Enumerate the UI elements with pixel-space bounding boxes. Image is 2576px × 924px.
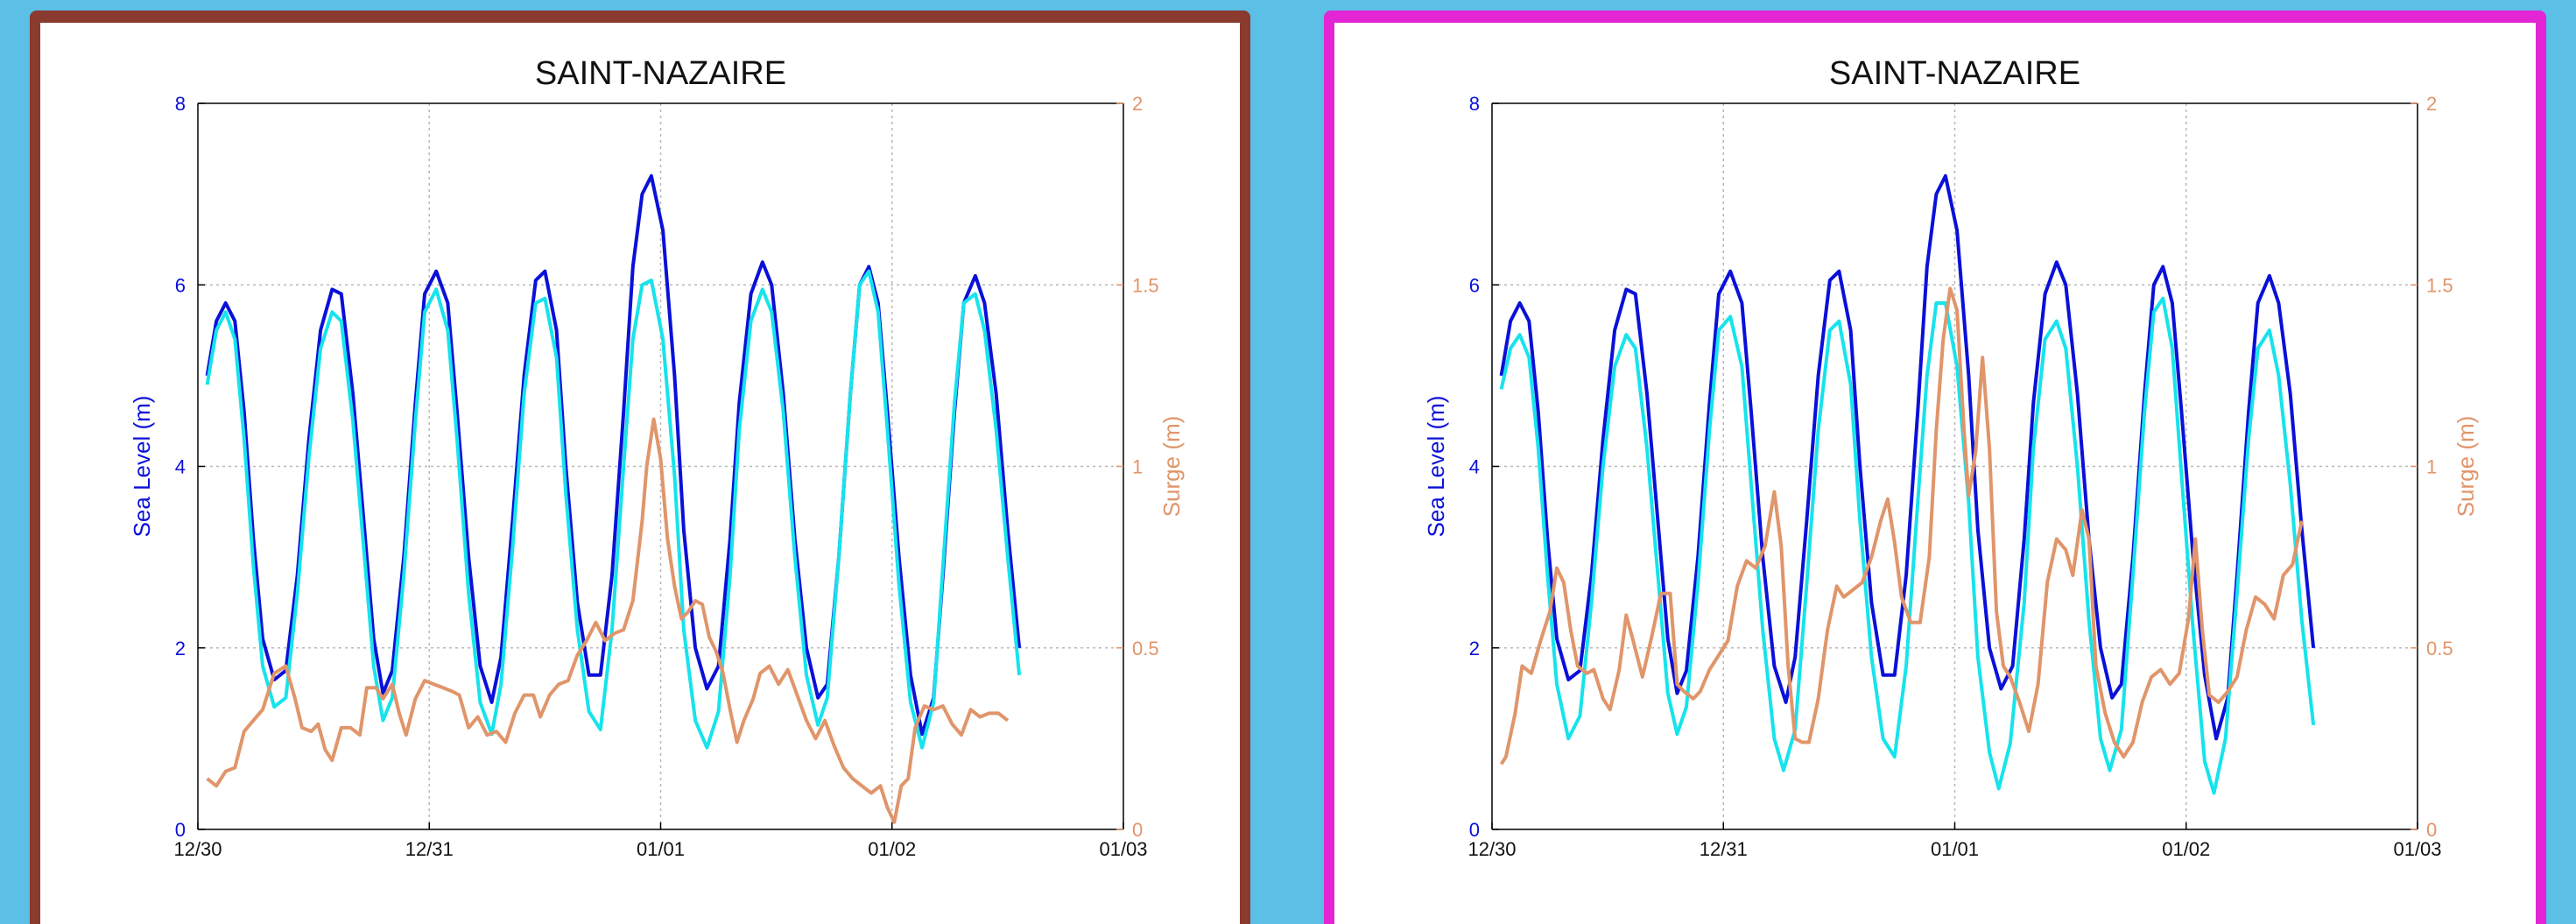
y2-axis-label: Surge (m) — [1158, 416, 1185, 518]
x-tick-label: 12/31 — [405, 838, 454, 860]
y2-tick-label: 2 — [2426, 93, 2437, 115]
sea-level-series-line-light — [205, 269, 1022, 750]
sea-level-series-line-dark — [205, 173, 1022, 737]
sea-level-series-line-light — [1499, 296, 2316, 795]
chart-title: SAINT-NAZAIRE — [1829, 55, 2080, 92]
y2-tick-label: 2 — [1132, 93, 1143, 115]
y2-tick-label: 1 — [2426, 456, 2437, 478]
x-tick-label: 12/31 — [1700, 838, 1748, 860]
y2-tick-label: 1 — [1132, 456, 1143, 478]
y-tick-label: 8 — [175, 93, 186, 115]
y-tick-label: 6 — [1469, 274, 1480, 296]
x-tick-label: 12/30 — [1467, 838, 1516, 860]
y-tick-label: 6 — [175, 274, 186, 296]
y-tick-label: 2 — [175, 638, 186, 659]
y-tick-label: 0 — [1469, 819, 1480, 841]
y2-tick-label: 1.5 — [1132, 274, 1159, 296]
x-tick-label: 01/03 — [2393, 838, 2441, 860]
y-axis-label: Sea Level (m) — [1423, 396, 1449, 538]
y-axis-label: Sea Level (m) — [129, 396, 155, 538]
y2-tick-label: 0 — [1132, 819, 1143, 841]
x-tick-label: 01/01 — [637, 838, 685, 860]
y2-tick-label: 0.5 — [2426, 638, 2453, 659]
y-tick-label: 8 — [1469, 93, 1480, 115]
y2-tick-label: 0.5 — [1132, 638, 1159, 659]
y2-tick-label: 0 — [2426, 819, 2437, 841]
x-tick-label: 01/02 — [2162, 838, 2210, 860]
x-tick-label: 01/02 — [868, 838, 916, 860]
surge-series-line — [1499, 286, 2304, 765]
y-tick-label: 2 — [1469, 638, 1480, 659]
x-tick-label: 01/03 — [1099, 838, 1147, 860]
y-tick-label: 4 — [175, 456, 186, 478]
y2-tick-label: 1.5 — [2426, 274, 2453, 296]
chart-panel-left: SAINT-NAZAIRE 12/30 12/31 01/01 01/02 01/03 0 2… — [30, 11, 1250, 924]
chart-title: SAINT-NAZAIRE — [535, 55, 786, 92]
y2-axis-label: Surge (m) — [2453, 416, 2479, 518]
y-tick-label: 4 — [1469, 456, 1480, 478]
y-tick-label: 0 — [175, 819, 186, 841]
x-tick-label: 01/01 — [1931, 838, 1979, 860]
chart-panel-right: SAINT-NAZAIRE 12/30 12/31 01/01 01/02 01/03 0 2… — [1324, 11, 2546, 924]
sea-level-series-line-dark — [1499, 173, 2316, 741]
surge-series-line — [206, 417, 1010, 824]
x-tick-label: 12/30 — [173, 838, 222, 860]
